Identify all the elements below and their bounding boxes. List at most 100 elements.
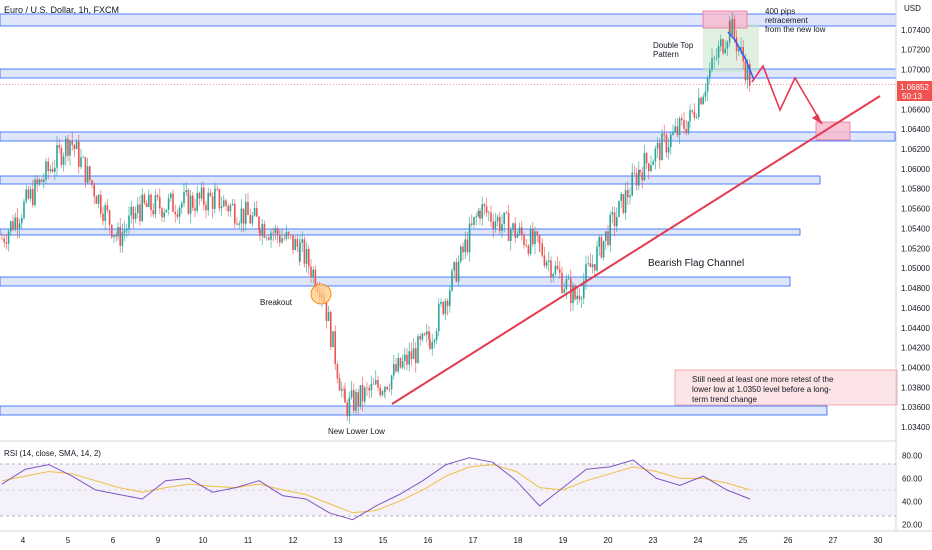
candle-body <box>259 230 261 236</box>
candle-body <box>683 120 685 129</box>
candle-body <box>38 179 41 185</box>
candle-body <box>468 223 471 253</box>
candlestick-series <box>1 12 751 424</box>
support-resistance-zones <box>0 13 897 416</box>
time-tick-label: 11 <box>244 536 253 545</box>
price-tick-label: 1.06200 <box>901 145 930 154</box>
rsi-line <box>1 457 751 521</box>
time-tick-label: 5 <box>66 536 71 545</box>
candle-body <box>56 145 58 168</box>
candle-body <box>47 161 49 172</box>
bearish-flag-label: Bearish Flag Channel <box>648 258 744 269</box>
candle-body <box>283 238 285 239</box>
double-top-label-line1: Double Top <box>653 41 694 50</box>
candle-body <box>128 215 130 229</box>
candle-body <box>643 153 646 181</box>
candle-body <box>119 227 121 246</box>
candle-body <box>16 217 19 229</box>
zone-1054[interactable] <box>0 228 801 236</box>
rsi-tick-label: 80.00 <box>902 451 923 460</box>
candle-body <box>460 246 462 262</box>
candle-body <box>552 274 554 278</box>
price-tick-label: 1.07400 <box>901 26 930 35</box>
candle-body <box>148 194 150 207</box>
candle-body <box>415 348 417 364</box>
candle-body <box>624 189 627 213</box>
candle-body <box>111 224 113 238</box>
time-tick-label: 23 <box>649 536 658 545</box>
candle-body <box>428 331 430 340</box>
time-tick-label: 12 <box>289 536 298 545</box>
candle-body <box>695 117 698 118</box>
bar-countdown: 50:13 <box>902 92 923 101</box>
last-price-value: 1.06852 <box>900 83 929 92</box>
candle-body <box>18 223 21 229</box>
candle-body <box>203 187 205 205</box>
candle-body <box>674 126 676 132</box>
candle-body <box>167 198 170 210</box>
candle-body <box>23 201 25 219</box>
resistance-zone-107[interactable] <box>0 68 897 79</box>
candle-body <box>438 303 440 332</box>
candle-body <box>507 212 510 242</box>
zone-1049[interactable] <box>0 276 791 287</box>
price-tick-label: 1.04400 <box>901 324 930 333</box>
candle-body <box>218 189 221 209</box>
candle-body <box>451 270 453 291</box>
time-tick-label: 19 <box>559 536 568 545</box>
time-tick-label: 30 <box>874 536 883 545</box>
candle-body <box>137 204 139 214</box>
candle-body <box>485 206 488 213</box>
candle-body <box>65 138 67 157</box>
candle-body <box>14 217 16 230</box>
candle-body <box>130 206 132 216</box>
candle-body <box>227 205 229 212</box>
candle-body <box>490 212 492 222</box>
candle-body <box>272 232 274 234</box>
candle-body <box>554 265 557 275</box>
candle-body <box>607 231 609 246</box>
candle-body <box>639 169 641 173</box>
price-tick-label: 1.05600 <box>901 205 930 214</box>
candle-body <box>477 210 480 217</box>
zone-1059[interactable] <box>0 175 821 185</box>
candle-body <box>641 172 643 181</box>
retest-note-line2: lower low at 1.0350 level before a long- <box>692 385 832 394</box>
candle-body <box>529 229 532 254</box>
candle-body <box>627 189 629 198</box>
candle-body <box>665 134 668 153</box>
candle-body <box>95 196 98 204</box>
candle-body <box>361 385 364 402</box>
candle-body <box>440 301 442 304</box>
candle-body <box>488 212 490 214</box>
candle-body <box>393 364 395 376</box>
support-zone-1035[interactable] <box>0 405 828 416</box>
rsi-tick-label: 20.00 <box>902 520 923 529</box>
time-tick-label: 4 <box>21 536 26 545</box>
candle-body <box>143 194 146 204</box>
candle-body <box>310 266 312 278</box>
candle-body <box>330 311 332 348</box>
candle-body <box>709 70 711 78</box>
resistance-zone-top[interactable] <box>0 13 897 27</box>
candle-body <box>501 224 503 231</box>
breakout-marker <box>310 283 332 305</box>
candle-body <box>602 240 605 258</box>
zone-1063[interactable] <box>0 131 896 142</box>
candle-body <box>82 157 84 158</box>
candle-body <box>744 61 747 81</box>
candle-body <box>223 200 225 207</box>
candle-body <box>368 387 370 391</box>
candle-body <box>667 147 670 153</box>
candle-body <box>312 269 314 278</box>
candle-body <box>220 206 223 209</box>
candle-body <box>69 140 71 156</box>
candle-body <box>514 223 516 238</box>
price-tick-label: 1.05000 <box>901 264 930 273</box>
candle-body <box>499 216 501 231</box>
candle-body <box>343 388 345 390</box>
retest-note-line1: Still need at least one more retest of t… <box>692 375 834 384</box>
candle-body <box>211 196 214 209</box>
rising-trendline[interactable] <box>391 95 881 405</box>
symbol-title: Euro / U.S. Dollar, 1h, FXCM <box>4 5 119 15</box>
